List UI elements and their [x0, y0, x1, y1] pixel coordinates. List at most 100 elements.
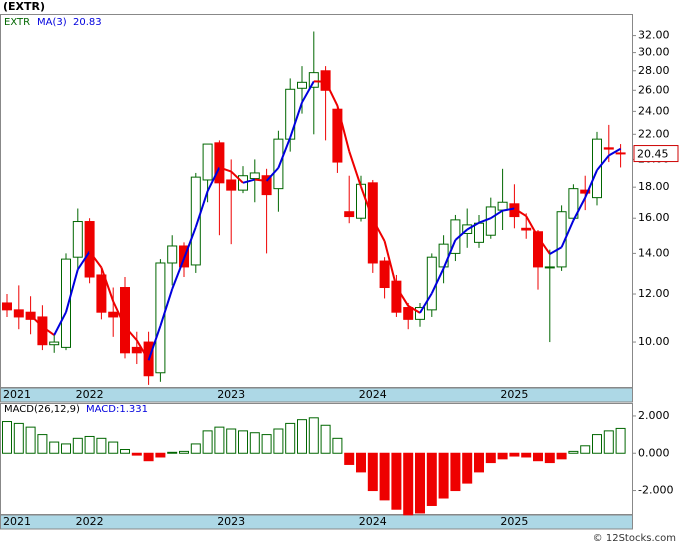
macd-value: MACD:1.331 [86, 404, 148, 415]
footer: © 12Stocks.com [593, 533, 676, 544]
macd-bar [486, 453, 495, 462]
macd-bar [73, 438, 82, 453]
macd-bar [309, 418, 318, 453]
x-tick-label: 2023 [217, 388, 245, 401]
macd-bar [439, 453, 448, 498]
macd-bar [26, 427, 35, 453]
candle-body [404, 308, 413, 320]
candle-body [380, 261, 389, 287]
candle-body [132, 347, 141, 352]
macd-title: MACD(26,12,9) [4, 404, 80, 415]
candle-body [85, 222, 94, 277]
candle-body [50, 342, 59, 345]
macd-bar [3, 422, 12, 454]
macd-bar [50, 442, 59, 453]
x-tick-label: 2021 [3, 388, 31, 401]
candle-body [298, 82, 307, 88]
y-tick-label: 2.000 [638, 409, 670, 422]
candle-body [274, 139, 283, 189]
candle-body [616, 153, 625, 154]
macd-bar [581, 446, 590, 453]
y-tick-label: 12.00 [638, 287, 670, 300]
y-tick-label: 30.00 [638, 46, 670, 59]
candle-body [345, 212, 354, 217]
candle-body [109, 312, 118, 317]
candle-body [227, 180, 236, 190]
macd-bar [534, 453, 543, 460]
macd-bar [262, 435, 271, 454]
macd-bar [191, 444, 200, 453]
macd-bar [345, 453, 354, 464]
x-tick-label: 2023 [217, 515, 245, 528]
y-tick-label: 26.00 [638, 83, 670, 96]
candle-body [522, 228, 531, 230]
macd-bar [569, 451, 578, 453]
y-tick-label: 14.00 [638, 246, 670, 259]
price-panel [1, 15, 633, 388]
macd-bar [333, 438, 342, 453]
candle-body [486, 207, 495, 235]
candle-body [427, 257, 436, 310]
ma-line [255, 180, 267, 181]
macd-bar [593, 435, 602, 454]
candle-body [286, 89, 295, 139]
candle-body [14, 310, 23, 317]
macd-bar [475, 453, 484, 472]
macd-bar [14, 423, 23, 453]
chart-title: (EXTR) [3, 0, 45, 13]
macd-bar [144, 453, 153, 460]
x-tick-label: 2024 [359, 388, 387, 401]
macd-bar [97, 438, 106, 453]
ma-value: 20.83 [73, 17, 102, 28]
x-tick-label: 2022 [76, 388, 104, 401]
y-tick-label: 32.00 [638, 29, 670, 42]
symbol-label: EXTR [4, 17, 30, 28]
macd-bar [427, 453, 436, 505]
macd-bar [121, 450, 130, 454]
macd-bar [451, 453, 460, 490]
macd-bar [286, 423, 295, 453]
macd-bar [368, 453, 377, 490]
macd-bar [380, 453, 389, 500]
candle-body [250, 173, 259, 179]
macd-bar [109, 442, 118, 453]
candle-body [604, 148, 613, 149]
macd-bar [557, 453, 566, 459]
y-tick-label: -2.000 [638, 484, 673, 497]
candle-body [545, 267, 554, 268]
x-tick-label: 2025 [500, 515, 528, 528]
y-tick-label: 16.00 [638, 211, 670, 224]
macd-bar [522, 453, 531, 457]
y-tick-label: 28.00 [638, 64, 670, 77]
macd-bar [250, 433, 259, 454]
candle-body [593, 139, 602, 197]
candle-body [191, 177, 200, 265]
macd-bar [392, 453, 401, 509]
y-tick-label: 10.00 [638, 335, 670, 348]
candle-body [3, 303, 12, 310]
macd-bar [38, 435, 47, 454]
candle-body [368, 183, 377, 263]
candle-body [168, 246, 177, 263]
macd-bar [203, 431, 212, 453]
candle-body [439, 244, 448, 267]
x-tick-label: 2022 [76, 515, 104, 528]
y-tick-label: 18.00 [638, 180, 670, 193]
x-tick-label: 2021 [3, 515, 31, 528]
candle-body [73, 222, 82, 258]
macd-bar [62, 444, 71, 453]
macd-bar [156, 453, 165, 457]
candle-body [203, 144, 212, 180]
x-tick-label: 2024 [359, 515, 387, 528]
ma-label: MA(3) [37, 17, 67, 28]
candle-body [38, 317, 47, 345]
macd-bar [239, 431, 248, 453]
macd-bar [168, 452, 177, 453]
y-tick-label: 0.000 [638, 446, 670, 459]
macd-bar [227, 429, 236, 453]
macd-bar [357, 453, 366, 472]
macd-bar [321, 425, 330, 453]
macd-bar [132, 453, 141, 455]
